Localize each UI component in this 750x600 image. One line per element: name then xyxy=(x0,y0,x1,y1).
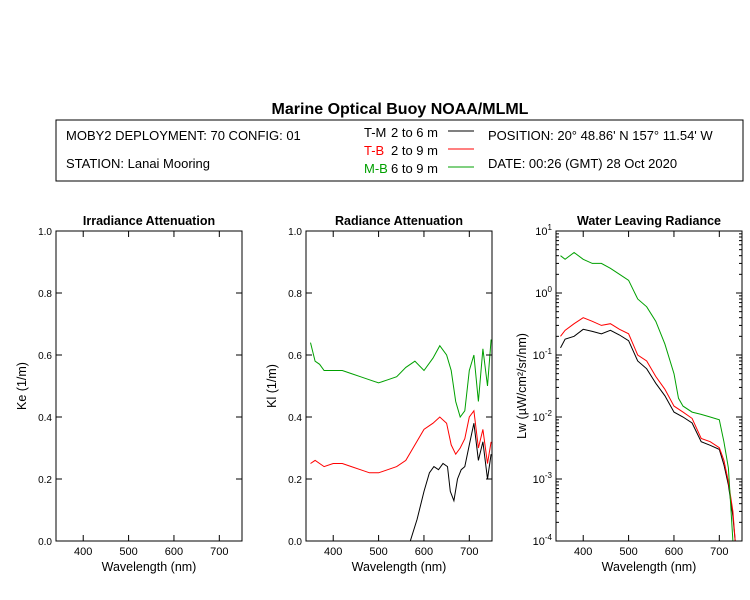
radiance-xtick-label: 700 xyxy=(460,546,478,558)
water-leaving-ytick-label: 101 xyxy=(535,223,552,238)
radiance-ytick-label: 0.2 xyxy=(288,475,302,486)
water-leaving-plot-frame xyxy=(555,230,743,542)
water-leaving-ytick-label: 10-1 xyxy=(533,347,553,362)
position-label: POSITION: 20° 48.86' N 157° 11.54' W xyxy=(488,128,713,143)
irradiance-ytick-label: 0.8 xyxy=(38,289,52,300)
irradiance-xtick-label: 700 xyxy=(210,546,228,558)
radiance-xtick-label: 400 xyxy=(324,546,342,558)
irradiance-plot-frame xyxy=(55,230,243,542)
water-leaving-xtick-label: 600 xyxy=(665,546,683,558)
radiance-series-t-m xyxy=(409,423,492,541)
radiance-attenuation-panel: Radiance Attenuation 400 500 600 700 0.0 0.2 0.… xyxy=(265,214,493,574)
irradiance-xlabel: Wavelength (nm) xyxy=(102,560,197,574)
radiance-series-t-b xyxy=(310,409,492,474)
deployment-label: MOBY2 DEPLOYMENT: 70 CONFIG: 01 xyxy=(66,128,301,143)
radiance-ytick-label: 0.8 xyxy=(288,289,302,300)
header-box xyxy=(55,119,744,182)
legend-key-tm: T-M xyxy=(364,125,386,140)
date-label: DATE: 00:26 (GMT) 28 Oct 2020 xyxy=(488,156,677,171)
radiance-xtick-label: 600 xyxy=(415,546,433,558)
irradiance-panel-title: Irradiance Attenuation xyxy=(83,214,215,228)
water-leaving-ytick-label: 10-4 xyxy=(533,533,553,548)
irradiance-ytick-label: 0.0 xyxy=(38,537,52,548)
water-leaving-series-t-b xyxy=(560,317,736,541)
water-leaving-series-t-m xyxy=(560,328,736,541)
water-leaving-ytick-label: 100 xyxy=(535,285,552,300)
legend: T-M 2 to 6 m T-B 2 to 9 m M-B 6 to 9 m xyxy=(364,125,474,176)
water-leaving-xtick-label: 500 xyxy=(619,546,637,558)
radiance-ylabel: Kl (1/m) xyxy=(265,364,279,408)
water-leaving-xlabel: Wavelength (nm) xyxy=(602,560,697,574)
water-leaving-xtick-label: 400 xyxy=(574,546,592,558)
station-label: STATION: Lanai Mooring xyxy=(66,156,210,171)
water-leaving-xtick-label: 700 xyxy=(710,546,728,558)
irradiance-ytick-label: 0.6 xyxy=(38,351,52,362)
radiance-ytick-label: 1.0 xyxy=(288,227,302,238)
water-leaving-ytick-label: 10-2 xyxy=(533,409,553,424)
radiance-xtick-label: 500 xyxy=(369,546,387,558)
irradiance-xtick-label: 600 xyxy=(165,546,183,558)
main-title: Marine Optical Buoy NOAA/MLML xyxy=(272,101,529,118)
radiance-ytick-label: 0.0 xyxy=(288,537,302,548)
radiance-plot-frame xyxy=(305,230,493,542)
irradiance-ylabel: Ke (1/m) xyxy=(15,362,29,410)
radiance-series-m-b xyxy=(310,339,492,419)
water-leaving-panel-title: Water Leaving Radiance xyxy=(577,214,721,228)
radiance-xlabel: Wavelength (nm) xyxy=(352,560,447,574)
water-leaving-ylabel: Lw (µW/cm²/sr/nm) xyxy=(515,333,529,439)
legend-range-tb: 2 to 9 m xyxy=(391,143,438,158)
water-leaving-series-m-b xyxy=(560,251,734,541)
legend-key-tb: T-B xyxy=(364,143,384,158)
radiance-panel-title: Radiance Attenuation xyxy=(335,214,463,228)
legend-range-mb: 6 to 9 m xyxy=(391,161,438,176)
irradiance-xtick-label: 500 xyxy=(119,546,137,558)
water-leaving-radiance-panel: Water Leaving Radiance 400 500 600 700 10-4 10… xyxy=(515,214,743,574)
irradiance-ytick-label: 0.4 xyxy=(38,413,52,424)
radiance-ytick-label: 0.6 xyxy=(288,351,302,362)
legend-range-tm: 2 to 6 m xyxy=(391,125,438,140)
irradiance-ytick-label: 1.0 xyxy=(38,227,52,238)
radiance-ytick-label: 0.4 xyxy=(288,413,302,424)
irradiance-ytick-label: 0.2 xyxy=(38,475,52,486)
irradiance-xtick-label: 400 xyxy=(74,546,92,558)
legend-key-mb: M-B xyxy=(364,161,388,176)
irradiance-attenuation-panel: Irradiance Attenuation 400 500 600 700 0.0 0.2… xyxy=(15,214,243,574)
water-leaving-ytick-label: 10-3 xyxy=(533,471,553,486)
